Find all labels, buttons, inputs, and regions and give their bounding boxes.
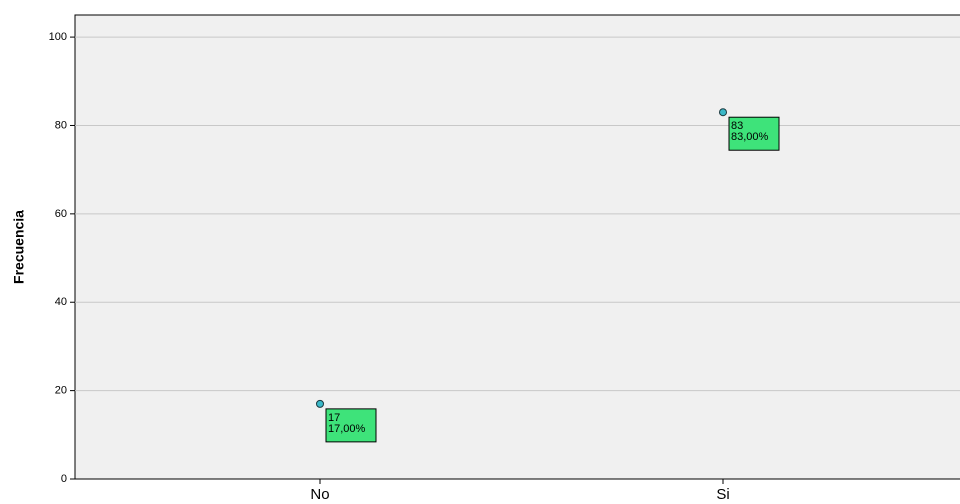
y-tick-label: 100: [49, 31, 67, 43]
y-tick-label: 80: [55, 119, 67, 131]
y-tick-label: 40: [55, 296, 67, 308]
y-tick-label: 60: [55, 208, 67, 220]
data-label-box: [325, 408, 377, 443]
data-label: 17: [328, 412, 340, 424]
data-label: 83: [731, 120, 743, 132]
plot-area: [74, 14, 960, 480]
percent-label: 17,00%: [328, 423, 366, 435]
x-tick-label: No: [310, 486, 329, 503]
x-tick-label: Si: [716, 486, 729, 503]
data-label-box: [728, 116, 780, 151]
y-axis-label: Frecuencia: [11, 210, 27, 284]
dot: [316, 399, 324, 408]
y-tick-label: 0: [61, 473, 67, 485]
y-tick-label: 20: [55, 385, 67, 397]
dot: [719, 108, 727, 117]
percent-label: 83,00%: [731, 131, 769, 143]
